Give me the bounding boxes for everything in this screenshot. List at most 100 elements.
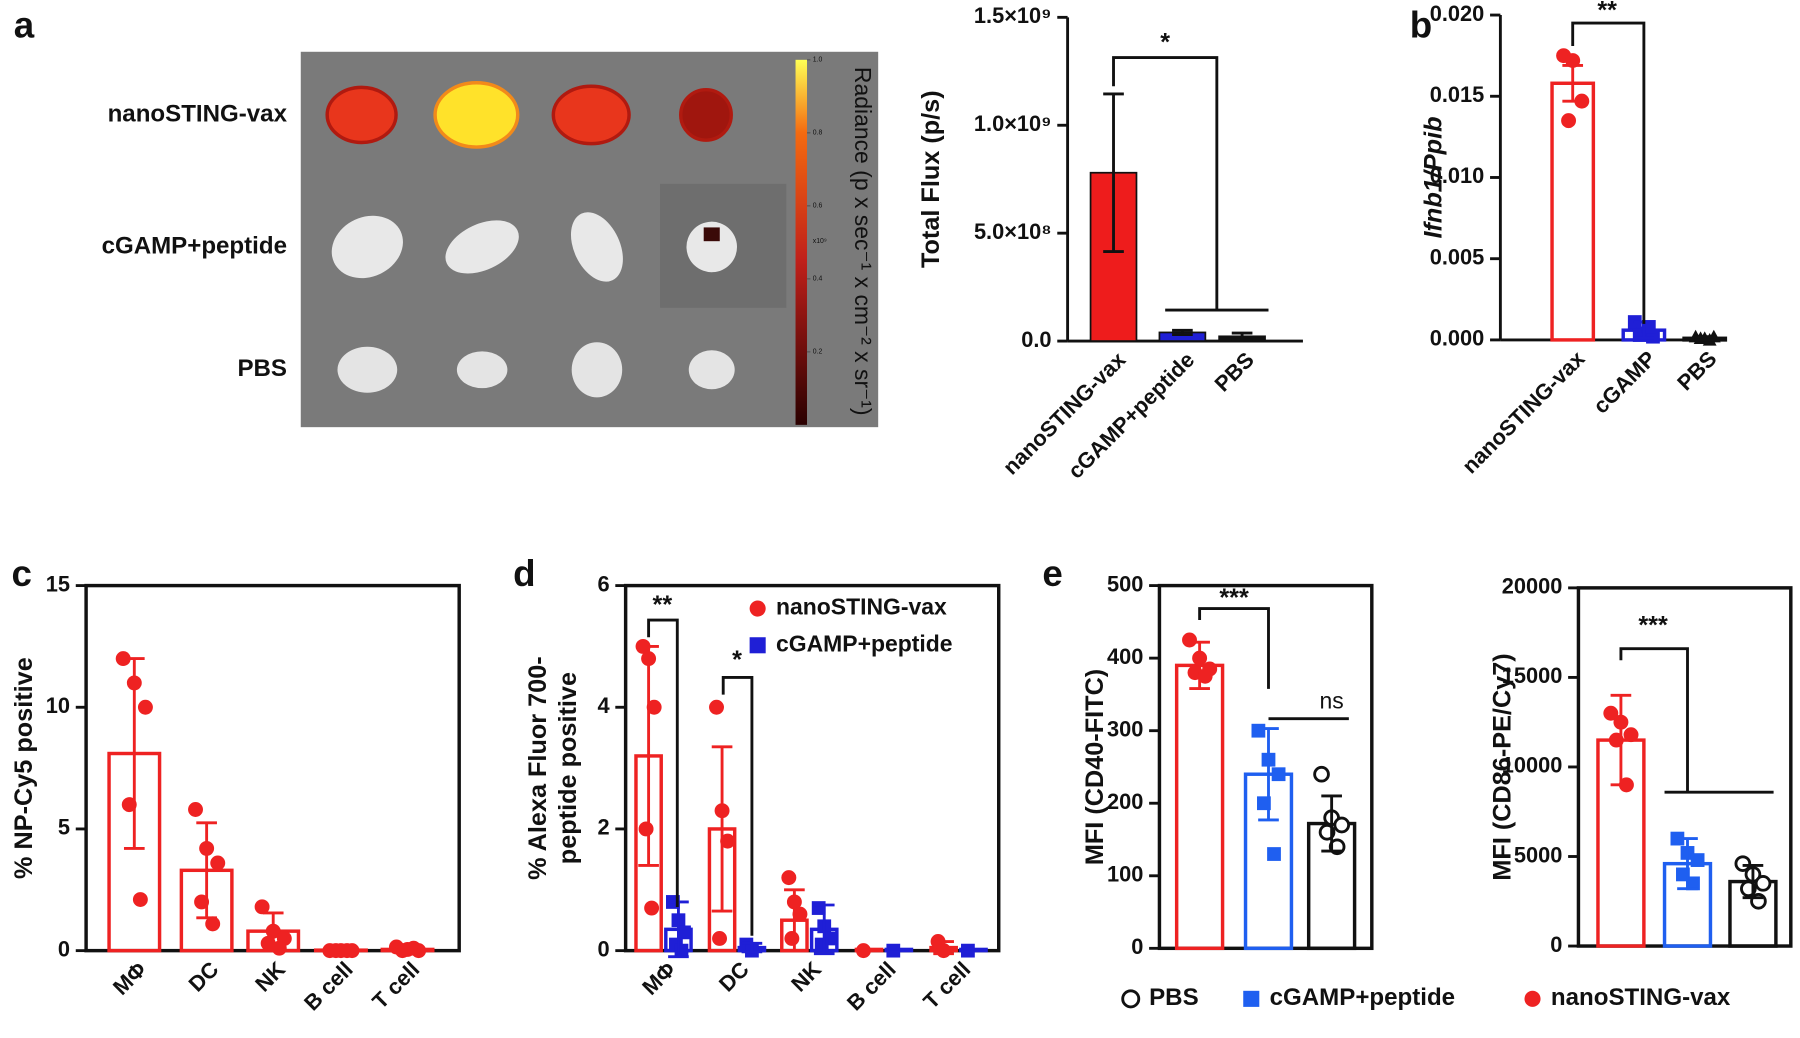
point bbox=[210, 855, 226, 871]
y-tick-label: 400 bbox=[1107, 644, 1143, 669]
point bbox=[709, 699, 724, 715]
point bbox=[1182, 632, 1197, 648]
y-tick-label: 0.015 bbox=[1430, 82, 1485, 107]
significance-label: ** bbox=[1597, 0, 1617, 24]
significance-bracket bbox=[1112, 56, 1269, 312]
error-bar bbox=[1258, 727, 1279, 822]
significance-label: ns bbox=[1320, 688, 1344, 714]
point bbox=[644, 900, 660, 916]
signal-spot bbox=[703, 227, 720, 242]
error-bar bbox=[123, 657, 145, 850]
point bbox=[1251, 723, 1266, 738]
point bbox=[784, 931, 800, 946]
legend-marker bbox=[1524, 990, 1541, 1007]
y-tick-label: 0 bbox=[58, 936, 70, 961]
legend-label: nanoSTING-vax bbox=[1551, 984, 1731, 1011]
error-bar bbox=[638, 644, 659, 867]
point bbox=[1271, 767, 1286, 782]
panel-label: a bbox=[14, 4, 35, 45]
point bbox=[1754, 875, 1772, 892]
signal-blob bbox=[433, 81, 520, 149]
significance-label: ** bbox=[653, 591, 673, 619]
point bbox=[137, 699, 153, 715]
tissue-blob bbox=[331, 215, 403, 279]
error-bar bbox=[1189, 640, 1210, 691]
point bbox=[1333, 816, 1351, 834]
tissue-blob bbox=[337, 346, 398, 393]
y-tick-label: 2 bbox=[597, 815, 609, 840]
y-tick-label: 100 bbox=[1107, 862, 1143, 887]
panel-label: c bbox=[11, 553, 31, 594]
point bbox=[638, 821, 654, 837]
y-tick-label: 15 bbox=[46, 571, 70, 596]
point bbox=[814, 937, 829, 952]
point bbox=[254, 899, 270, 915]
colorbar-tick-label: 0.8 bbox=[813, 130, 823, 137]
point bbox=[115, 651, 131, 667]
error-bar bbox=[1677, 837, 1698, 891]
y-tick-label: 10 bbox=[46, 693, 70, 718]
y-tick-label: 300 bbox=[1107, 716, 1143, 741]
significance-label: * bbox=[732, 646, 742, 674]
error-bar bbox=[933, 940, 954, 956]
error-bar bbox=[1742, 864, 1764, 900]
point bbox=[1734, 855, 1752, 872]
row-label: nanoSTING-vax bbox=[108, 100, 288, 127]
y-tick-label: 0.010 bbox=[1430, 163, 1485, 188]
colorbar-tick-label: 0.6 bbox=[813, 203, 823, 210]
error-bar bbox=[262, 911, 284, 951]
legend-label: cGAMP+peptide bbox=[776, 630, 953, 656]
signal-blob bbox=[325, 85, 398, 145]
y-axis-label: MFI (CD86-PE/Cy7) bbox=[1488, 653, 1516, 880]
significance-bracket bbox=[647, 618, 679, 908]
point bbox=[720, 833, 736, 849]
point bbox=[1561, 113, 1577, 129]
tissue-blob bbox=[686, 221, 737, 273]
point bbox=[132, 892, 148, 907]
error-bar bbox=[1172, 328, 1193, 337]
y-tick-label: 200 bbox=[1107, 789, 1143, 814]
point bbox=[1197, 668, 1213, 684]
point bbox=[1603, 705, 1619, 721]
point bbox=[792, 906, 808, 922]
panel-label: d bbox=[513, 553, 535, 594]
y-axis-label: peptide positive bbox=[554, 672, 582, 864]
colorbar bbox=[795, 59, 808, 425]
point bbox=[205, 916, 221, 932]
y-tick-label: 0.000 bbox=[1430, 326, 1485, 351]
error-bar bbox=[1610, 693, 1632, 787]
error-bar bbox=[196, 821, 217, 920]
y-axis-label: Total Flux (p/s) bbox=[917, 90, 945, 268]
y-tick-label: 0 bbox=[1131, 934, 1143, 959]
colorbar-label: Radiance (p x sec⁻¹ x cm⁻² x sr⁻¹) bbox=[850, 67, 876, 416]
significance-label: * bbox=[1160, 28, 1170, 56]
colorbar-tick-label: 0.4 bbox=[813, 276, 823, 283]
y-tick-label: 6 bbox=[597, 571, 609, 596]
point bbox=[1686, 876, 1700, 891]
y-axis-label: % Alexa Fluor 700- bbox=[524, 656, 552, 880]
tissue-blob bbox=[688, 350, 735, 390]
y-tick-label: 1.0×10⁹ bbox=[974, 111, 1052, 136]
legend-marker bbox=[749, 600, 766, 617]
tissue-blob bbox=[571, 342, 623, 398]
panel-label: b bbox=[1410, 4, 1432, 45]
error-bar bbox=[711, 745, 733, 913]
error-bar bbox=[784, 888, 805, 953]
point bbox=[646, 699, 662, 715]
legend-marker bbox=[749, 637, 766, 654]
y-tick-label: 0.020 bbox=[1430, 1, 1485, 26]
significance-label: *** bbox=[1638, 612, 1668, 640]
y-axis-label: % NP-Cy5 positive bbox=[10, 657, 38, 879]
legend-marker bbox=[1243, 990, 1260, 1007]
error-bar bbox=[1694, 335, 1716, 342]
tissue-blob bbox=[456, 351, 508, 389]
legend-label: PBS bbox=[1149, 984, 1199, 1011]
colorbar-tick-label: 1.0 bbox=[813, 57, 823, 64]
point bbox=[712, 931, 728, 946]
legend-label: cGAMP+peptide bbox=[1270, 984, 1455, 1011]
y-tick-label: 5 bbox=[58, 815, 70, 840]
y-tick-label: 1.5×10⁹ bbox=[974, 3, 1052, 28]
y-tick-label: 10000 bbox=[1502, 753, 1563, 778]
legend-marker bbox=[1121, 989, 1141, 1009]
